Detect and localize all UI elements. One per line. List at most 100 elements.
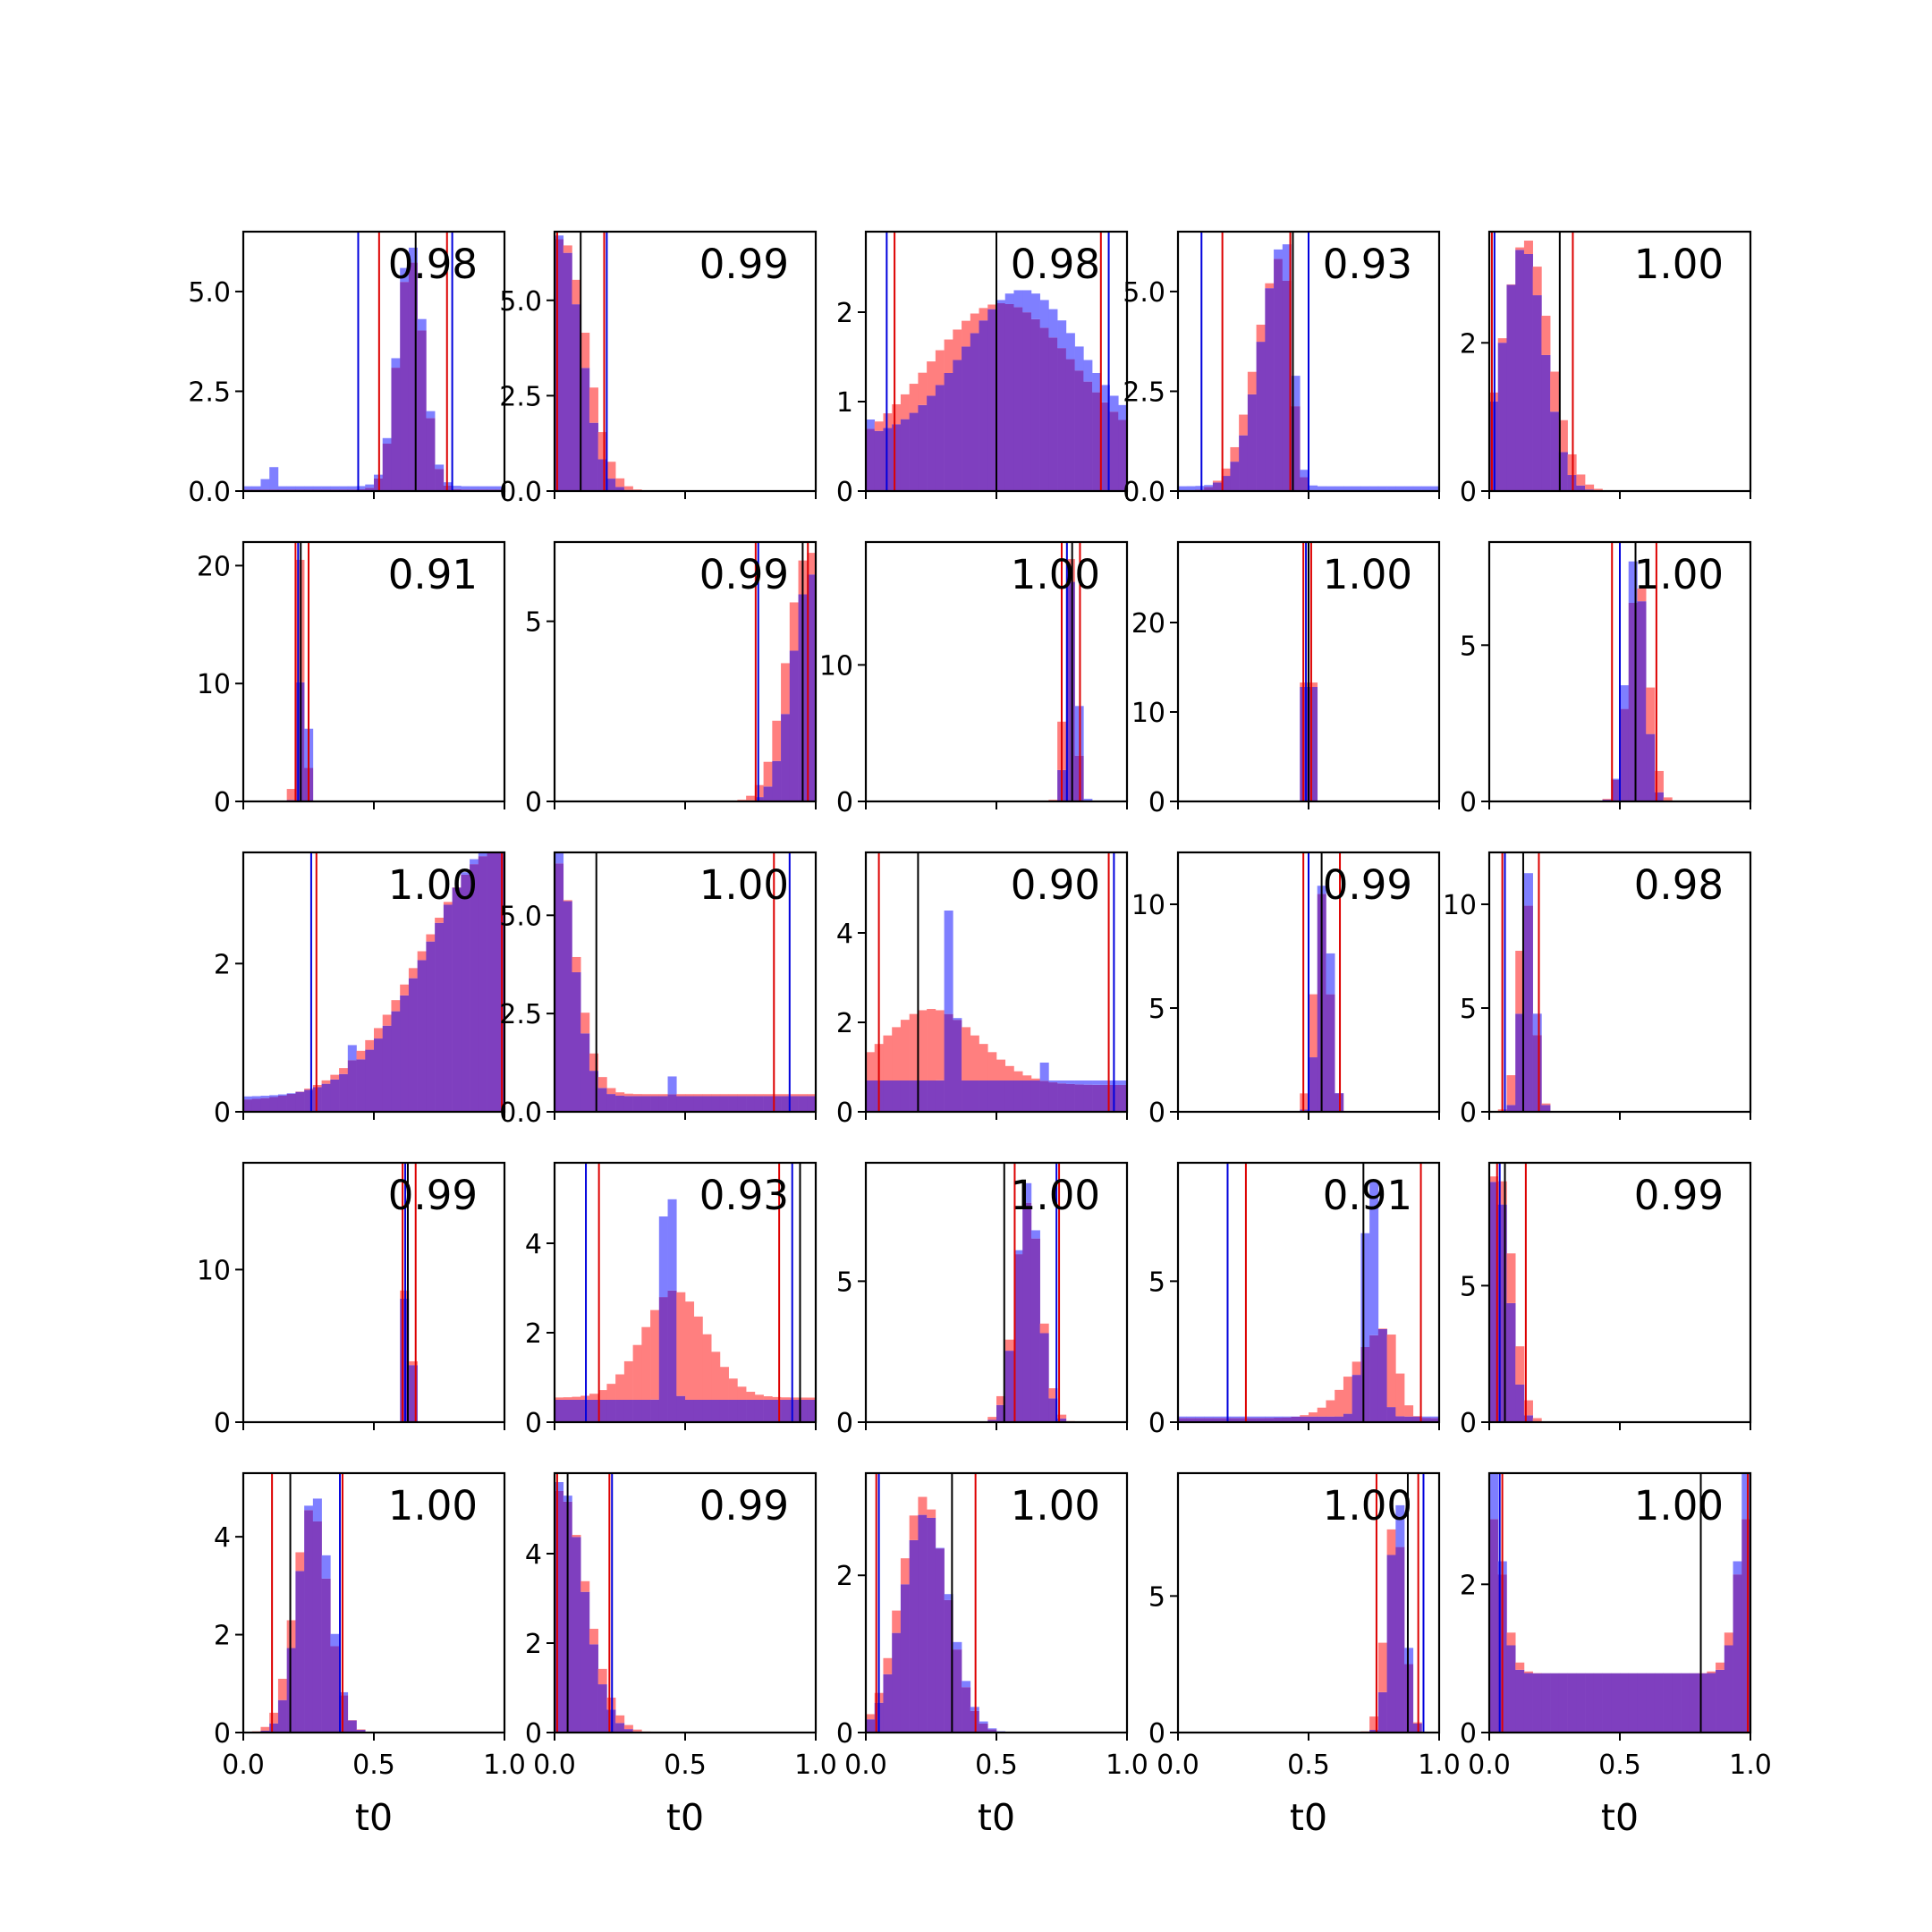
red-bar <box>676 1094 686 1097</box>
overlap-bar <box>382 1025 392 1112</box>
x-tick-label: 0.0 <box>533 1750 576 1781</box>
blue-bar <box>1118 404 1128 420</box>
overlap-bar <box>754 1096 764 1112</box>
overlap-bar <box>408 1365 418 1422</box>
red-bar <box>987 1417 997 1420</box>
red-bar <box>295 1552 305 1572</box>
overlap-bar <box>321 1083 331 1112</box>
red-bar <box>676 1292 686 1396</box>
blue-bar <box>987 1728 997 1730</box>
overlap-bar <box>478 856 487 1112</box>
red-bar <box>918 1496 928 1515</box>
blue-bar <box>1523 873 1533 906</box>
y-tick-label: 4 <box>214 1522 231 1554</box>
overlap-bar <box>1532 1673 1542 1733</box>
overlap-bar <box>330 1646 340 1733</box>
y-tick-label: 0 <box>1148 1718 1165 1750</box>
overlap-bar <box>1230 462 1240 491</box>
red-bar <box>883 1035 893 1080</box>
overlap-bar <box>606 479 616 491</box>
overlap-bar <box>935 1548 945 1733</box>
overlap-bar <box>1065 359 1075 491</box>
red-bar <box>987 304 997 309</box>
blue-bar <box>1004 293 1014 305</box>
overlap-bar <box>1265 1418 1275 1422</box>
overlap-bar <box>1074 370 1084 491</box>
overlap-bar <box>1523 1415 1533 1422</box>
overlap-bar <box>728 1096 738 1112</box>
overlap-bar <box>1239 435 1249 491</box>
blue-bar <box>496 486 505 490</box>
red-bar <box>286 789 296 801</box>
overlap-bar <box>1672 1673 1682 1733</box>
red-bar <box>807 1397 817 1400</box>
blue-bar <box>555 852 564 864</box>
blue-bar <box>277 486 287 490</box>
blue-bar <box>866 419 876 429</box>
blue-bar <box>1022 290 1032 313</box>
red-bar <box>1602 799 1612 800</box>
blue-bar <box>312 486 322 490</box>
overlap-bar <box>685 1096 695 1112</box>
score-label: 0.99 <box>699 241 789 288</box>
blue-bar <box>487 486 496 490</box>
overlap-bar <box>1404 1664 1414 1733</box>
blue-bar <box>1733 1561 1742 1575</box>
overlap-bar <box>900 1584 910 1733</box>
subplot-5-5: 0 2 0.0 0.5 1.0 t0 1.00 <box>1460 1471 1772 1839</box>
subplot-3-5: 0 5 10 0.98 <box>1443 851 1752 1129</box>
red-bar <box>1497 338 1507 343</box>
blue-bar <box>286 486 296 490</box>
x-tick-label: 1.0 <box>794 1750 837 1781</box>
blue-bar <box>1074 1080 1084 1085</box>
overlap-bar <box>1048 1398 1058 1422</box>
overlap-bar <box>667 1094 677 1112</box>
overlap-bar <box>1620 1673 1630 1733</box>
red-bar <box>1343 1377 1352 1414</box>
red-bar <box>1265 283 1275 289</box>
overlap-bar <box>417 330 427 491</box>
y-tick-label: 2 <box>1460 328 1477 360</box>
red-bar <box>408 1360 418 1366</box>
overlap-bar <box>1541 354 1551 491</box>
blue-bar <box>1013 1250 1023 1255</box>
overlap-bar <box>789 650 799 801</box>
red-bar <box>435 918 445 923</box>
overlap-bar <box>374 1038 384 1112</box>
red-bar <box>312 1084 322 1088</box>
overlap-bar <box>1386 1407 1396 1422</box>
blue-bar <box>1109 395 1119 412</box>
overlap-bar <box>728 1400 738 1422</box>
overlap-bar <box>277 1095 287 1112</box>
red-bar <box>269 1712 279 1724</box>
red-bar <box>417 951 427 961</box>
overlap-bar <box>1022 1202 1032 1422</box>
blue-bar <box>321 486 331 490</box>
blue-bar <box>1335 486 1344 491</box>
overlap-bar <box>615 1095 625 1112</box>
red-bar <box>1386 1335 1396 1408</box>
red-bar <box>356 1050 366 1060</box>
y-tick-label: 4 <box>525 1229 542 1260</box>
overlap-bar <box>623 1729 633 1733</box>
overlap-bar <box>962 346 971 491</box>
y-tick-label: 0 <box>214 787 231 818</box>
red-bar <box>900 394 910 419</box>
red-bar <box>615 1092 625 1096</box>
score-label: 0.99 <box>699 1482 789 1530</box>
overlap-bar <box>883 428 893 491</box>
blue-bar <box>417 318 427 331</box>
red-bar <box>658 1094 668 1097</box>
red-bar <box>754 1094 764 1097</box>
subplot-4-2: 0 2 4 0.93 <box>525 1161 818 1439</box>
red-bar <box>918 372 928 405</box>
red-bar <box>970 1035 979 1080</box>
blue-bar <box>1186 486 1196 491</box>
red-bar <box>962 1027 971 1080</box>
red-bar <box>927 361 936 396</box>
overlap-bar <box>1004 304 1014 491</box>
blue-bar <box>269 467 279 490</box>
overlap-bar <box>1083 1084 1093 1112</box>
overlap-bar <box>1239 1418 1249 1422</box>
overlap-bar <box>400 282 410 491</box>
